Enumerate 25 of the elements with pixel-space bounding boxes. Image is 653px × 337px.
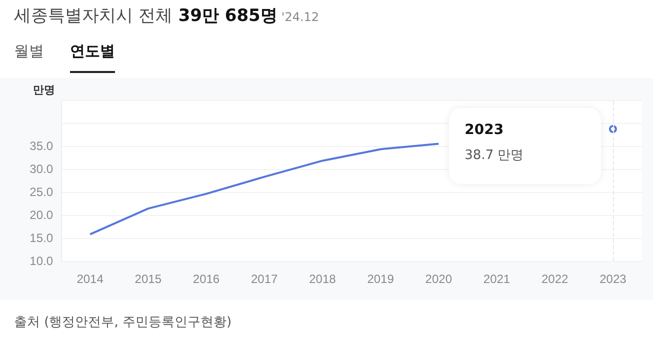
x-tick-label: 2019 [367, 272, 394, 286]
chart-title: 세종특별자치시 전체 39만 685명 [14, 6, 278, 26]
annotation: 2023 [464, 122, 505, 138]
x-tick-label: 2016 [192, 272, 220, 286]
y-tick-label: 15.0 [30, 231, 54, 245]
x-tick-label: 2022 [542, 272, 569, 286]
tooltip-card: 2023 38.7 만명 [448, 108, 601, 184]
text: 월별 [14, 42, 44, 62]
y-tick-label: 20.0 [30, 208, 54, 222]
source-note: 출처 (행정안전부, 주민등록인구현황) [14, 314, 232, 331]
x-tick-label: 2015 [134, 272, 162, 286]
x-tick-label: 2020 [425, 272, 452, 286]
y-tick-label: 30.0 [30, 162, 54, 176]
x-tick-label: 2014 [76, 272, 104, 286]
chart-subtitle: '24.12 [281, 10, 320, 24]
y-tick-label: 35.0 [30, 139, 54, 153]
annotation: 38.7 만명 [464, 147, 525, 164]
text: 연도별 [70, 42, 115, 73]
x-tick-label: 2018 [309, 272, 336, 286]
x-tick-label: 2021 [483, 272, 510, 286]
y-tick-label: 25.0 [30, 185, 54, 199]
y-tick-label: 10.0 [30, 254, 54, 268]
y-axis-title: 만명 [33, 84, 55, 96]
x-tick-label: 2023 [600, 272, 627, 286]
x-tick-label: 2017 [251, 272, 278, 286]
